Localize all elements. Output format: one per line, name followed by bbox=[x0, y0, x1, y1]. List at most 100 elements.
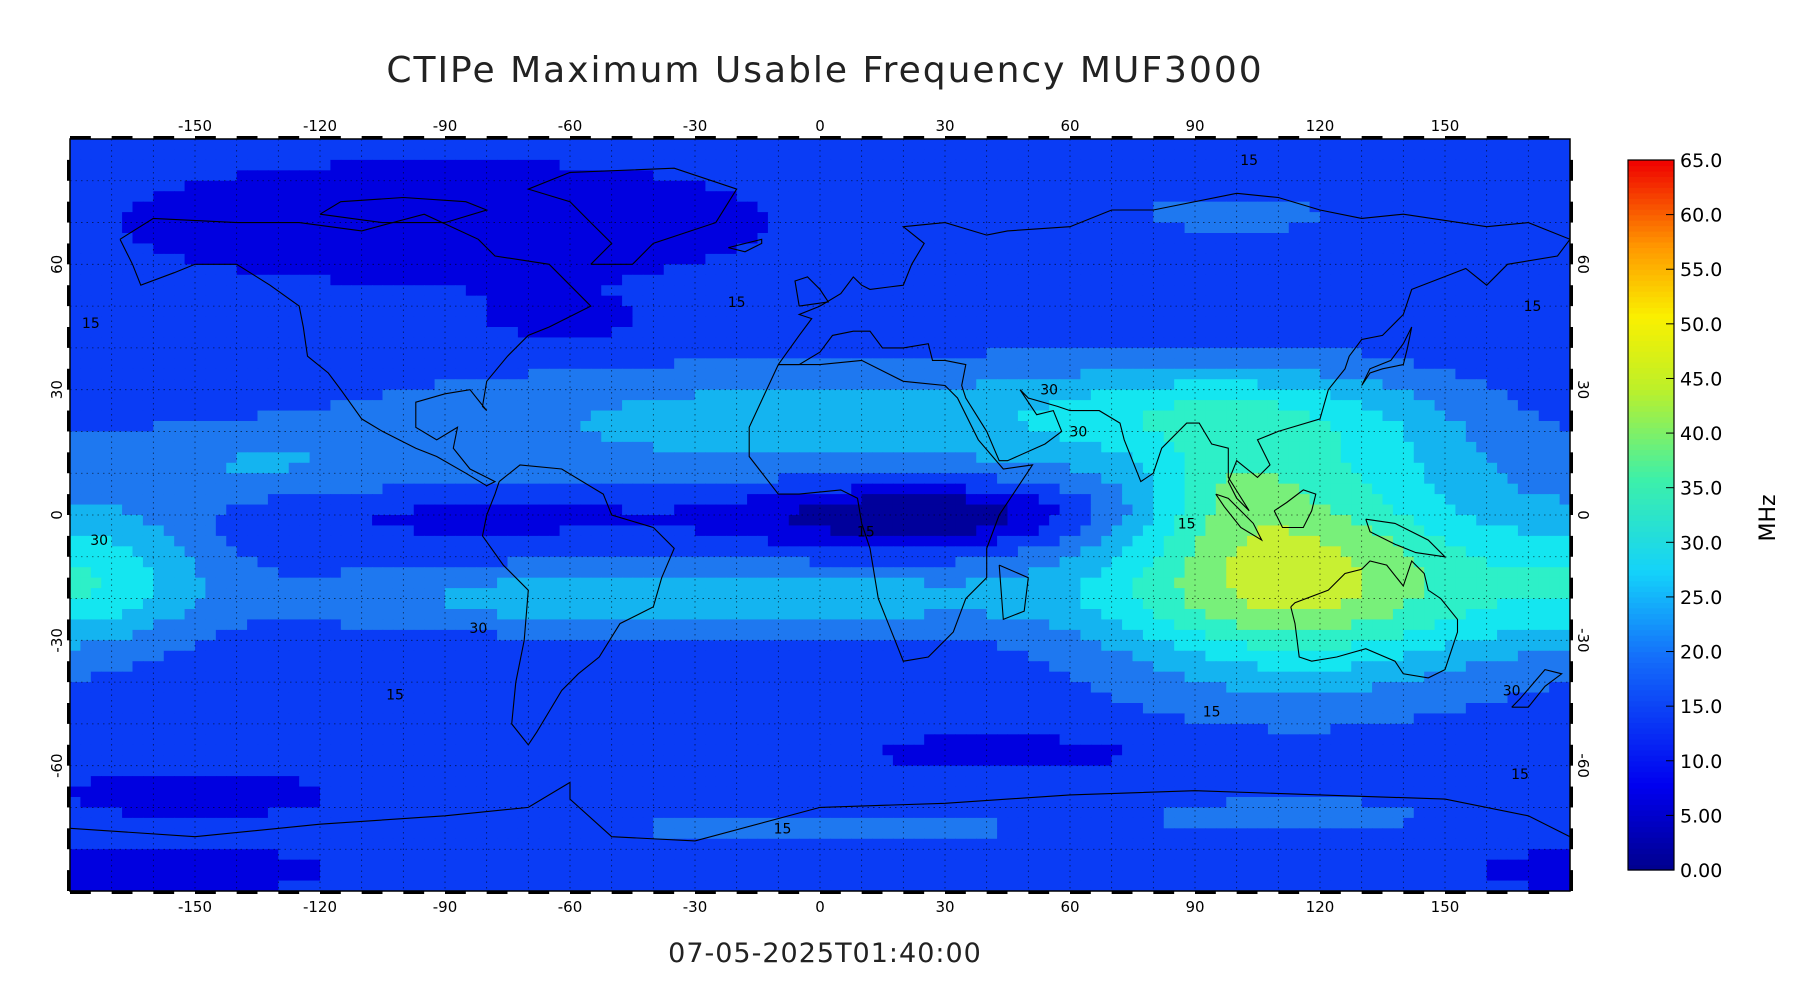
field-cell bbox=[799, 494, 811, 506]
field-cell bbox=[674, 139, 686, 151]
field-cell bbox=[288, 139, 300, 151]
field-cell bbox=[340, 368, 352, 380]
field-cell bbox=[1070, 483, 1082, 495]
field-cell bbox=[351, 180, 363, 192]
field-cell bbox=[1215, 306, 1227, 318]
field-cell bbox=[559, 159, 571, 171]
field-cell bbox=[445, 400, 457, 412]
field-cell bbox=[965, 201, 977, 213]
field-cell bbox=[570, 149, 582, 161]
field-cell bbox=[1236, 483, 1248, 495]
field-cell bbox=[1184, 191, 1196, 203]
field-cell bbox=[497, 159, 509, 171]
field-cell bbox=[1299, 285, 1311, 297]
field-cell bbox=[142, 337, 154, 349]
field-cell bbox=[736, 473, 748, 485]
field-cell bbox=[309, 253, 321, 265]
field-cell bbox=[1413, 337, 1425, 349]
field-cell bbox=[1122, 316, 1134, 328]
field-cell bbox=[705, 149, 717, 161]
field-cell bbox=[955, 431, 967, 443]
field-cell bbox=[1090, 441, 1102, 453]
field-cell bbox=[424, 400, 436, 412]
field-cell bbox=[476, 253, 488, 265]
field-cell bbox=[861, 285, 873, 297]
field-cell bbox=[142, 201, 154, 213]
field-cell bbox=[1090, 462, 1102, 474]
field-cell bbox=[965, 253, 977, 265]
field-cell bbox=[403, 295, 415, 307]
field-cell bbox=[1455, 295, 1467, 307]
field-cell bbox=[70, 327, 82, 339]
field-cell bbox=[486, 462, 498, 474]
field-cell bbox=[1392, 462, 1404, 474]
field-cell bbox=[1517, 212, 1529, 224]
field-cell bbox=[257, 149, 269, 161]
field-cell bbox=[1195, 400, 1207, 412]
field-cell bbox=[1007, 441, 1019, 453]
field-cell bbox=[195, 400, 207, 412]
field-cell bbox=[1153, 180, 1165, 192]
field-cell bbox=[986, 180, 998, 192]
field-cell bbox=[924, 139, 936, 151]
field-cell bbox=[122, 441, 134, 453]
field-cell bbox=[934, 441, 946, 453]
field-cell bbox=[507, 253, 519, 265]
field-cell bbox=[1497, 452, 1509, 464]
field-cell bbox=[70, 212, 82, 224]
field-cell bbox=[538, 462, 550, 474]
field-cell bbox=[622, 243, 634, 255]
field-cell bbox=[101, 295, 113, 307]
field-cell bbox=[445, 222, 457, 234]
field-cell bbox=[288, 358, 300, 370]
field-cell bbox=[1434, 473, 1446, 485]
field-cell bbox=[903, 295, 915, 307]
field-cell bbox=[361, 159, 373, 171]
field-cell bbox=[1059, 379, 1071, 391]
field-cell bbox=[559, 295, 571, 307]
field-cell bbox=[1497, 379, 1509, 391]
field-cell bbox=[132, 473, 144, 485]
field-cell bbox=[1184, 233, 1196, 245]
field-cell bbox=[747, 389, 759, 401]
field-cell bbox=[465, 306, 477, 318]
field-cell bbox=[1559, 483, 1570, 495]
field-cell bbox=[1226, 389, 1238, 401]
field-cell bbox=[1351, 191, 1363, 203]
field-cell bbox=[1403, 441, 1415, 453]
field-cell bbox=[497, 483, 509, 495]
field-cell bbox=[80, 139, 92, 151]
field-cell bbox=[1007, 191, 1019, 203]
field-cell bbox=[861, 139, 873, 151]
field-cell bbox=[1465, 170, 1477, 182]
field-cell bbox=[497, 368, 509, 380]
field-cell bbox=[778, 222, 790, 234]
field-cell bbox=[1174, 180, 1186, 192]
field-cell bbox=[767, 316, 779, 328]
field-cell bbox=[695, 494, 707, 506]
field-cell bbox=[413, 243, 425, 255]
field-cell bbox=[570, 243, 582, 255]
field-cell bbox=[997, 170, 1009, 182]
field-cell bbox=[434, 327, 446, 339]
field-cell bbox=[184, 327, 196, 339]
field-cell bbox=[1038, 400, 1050, 412]
field-cell bbox=[476, 222, 488, 234]
field-cell bbox=[507, 139, 519, 151]
field-cell bbox=[1142, 191, 1154, 203]
field-cell bbox=[1340, 368, 1352, 380]
field-cell bbox=[955, 201, 967, 213]
field-cell bbox=[1507, 441, 1519, 453]
field-cell bbox=[622, 233, 634, 245]
field-cell bbox=[528, 452, 540, 464]
field-cell bbox=[340, 452, 352, 464]
field-cell bbox=[778, 358, 790, 370]
field-cell bbox=[455, 337, 467, 349]
field-cell bbox=[80, 233, 92, 245]
field-cell bbox=[1455, 285, 1467, 297]
field-cell bbox=[1320, 170, 1332, 182]
field-cell bbox=[632, 180, 644, 192]
field-cell bbox=[559, 379, 571, 391]
field-cell bbox=[830, 191, 842, 203]
field-cell bbox=[382, 139, 394, 151]
